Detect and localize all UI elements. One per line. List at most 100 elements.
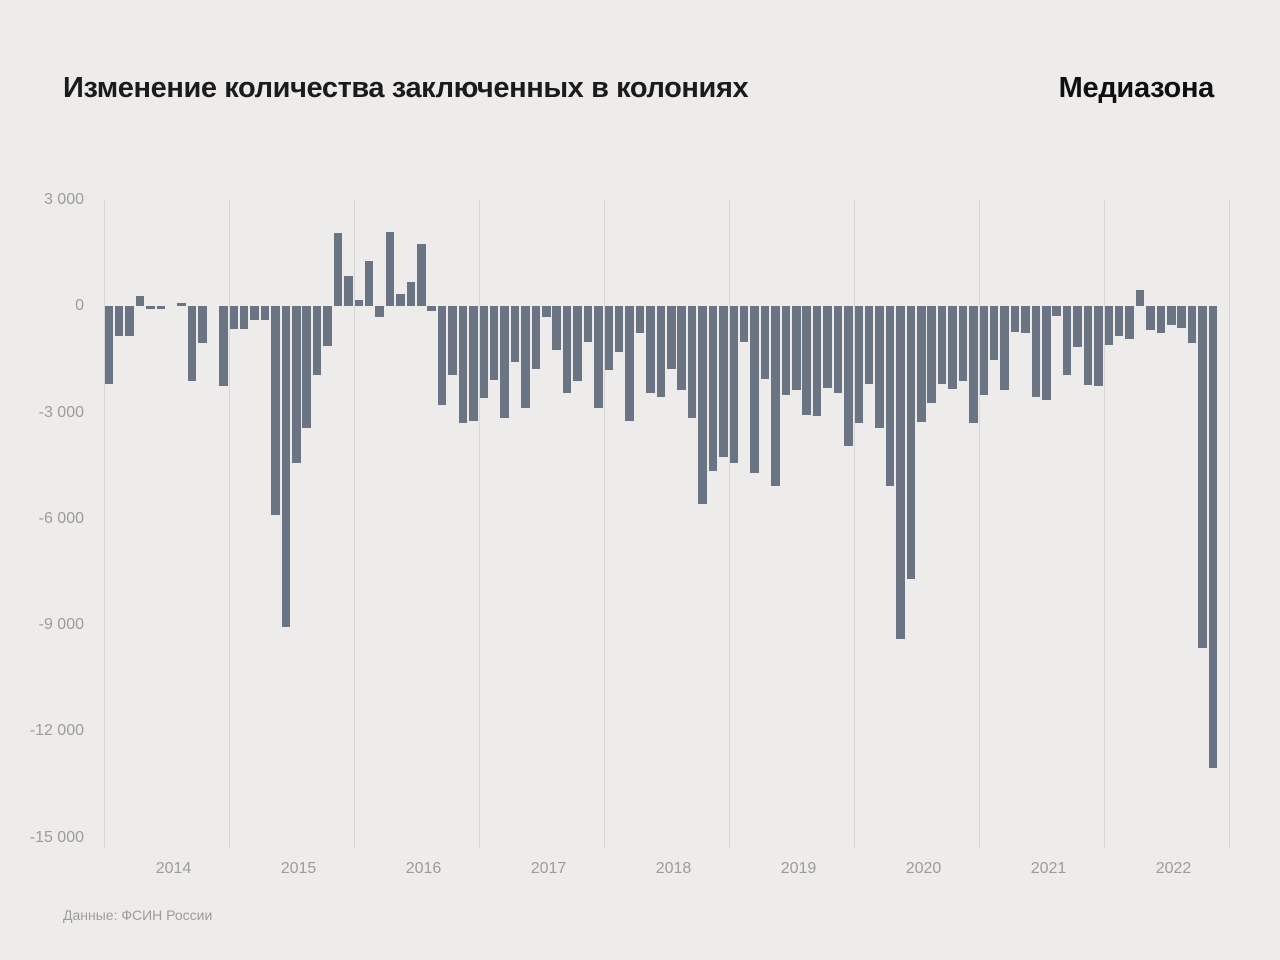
bar-2018-7: [667, 306, 676, 370]
bar-2016-5: [396, 293, 405, 307]
bar-2022-5: [1146, 306, 1155, 330]
bar-2016-8: [427, 306, 436, 311]
bar-2014-5: [156, 306, 166, 310]
bar-2022-4: [1135, 289, 1145, 307]
bar-2017-8: [552, 306, 561, 350]
bar-2019-11: [833, 306, 843, 394]
bar-2020-4: [885, 306, 895, 487]
bar-2018-5: [646, 306, 655, 394]
bar-2016-12: [469, 306, 478, 422]
year-gridline: [229, 200, 230, 848]
x-axis-year-label: 2019: [780, 860, 817, 877]
bar-2019-12: [844, 306, 853, 447]
bar-2015-11: [333, 232, 343, 307]
bar-2016-7: [417, 244, 426, 307]
bar-2020-10: [948, 306, 957, 390]
bar-2015-1: [229, 306, 238, 330]
bar-2018-2: [614, 306, 624, 352]
bar-2020-1: [854, 306, 863, 424]
bar-2020-11: [958, 306, 968, 382]
bar-2019-3: [750, 306, 759, 474]
bar-2022-8: [1177, 306, 1186, 328]
bar-2015-12: [344, 275, 353, 307]
bar-2018-8: [677, 306, 686, 390]
x-axis-year-label: 2017: [530, 860, 567, 877]
x-axis-year-label: 2018: [655, 860, 692, 877]
data-source-caption: Данные: ФСИН России: [63, 907, 213, 923]
bar-2018-10: [698, 306, 707, 504]
bar-2018-11: [708, 306, 718, 472]
bar-2017-6: [531, 306, 541, 370]
year-gridline: [479, 200, 480, 848]
bar-2014-9: [187, 306, 197, 381]
bar-2020-5: [896, 306, 905, 640]
bar-2015-7: [292, 306, 301, 463]
bar-2016-3: [375, 306, 384, 317]
x-axis-year-label: 2014: [155, 860, 192, 877]
year-gridline: [979, 200, 980, 848]
year-gridline: [729, 200, 730, 848]
bar-2021-6: [1031, 306, 1041, 397]
bar-2022-7: [1167, 306, 1176, 325]
y-axis-tick-label: -9 000: [38, 616, 84, 634]
chart-title: Изменение количества заключенных в колон…: [63, 72, 749, 104]
bar-2020-2: [864, 306, 874, 384]
bar-2016-11: [458, 306, 468, 424]
bar-2019-4: [760, 306, 770, 379]
bar-2019-10: [823, 306, 832, 389]
bar-2022-10: [1198, 306, 1207, 649]
bar-2016-1: [354, 299, 363, 307]
bar-2014-1: [104, 306, 113, 385]
bar-2020-2: [937, 306, 947, 384]
bar-2018-12: [719, 306, 728, 458]
bar-2021-3: [1000, 306, 1009, 390]
bar-2021-12: [1094, 306, 1103, 386]
bar-2018-1: [604, 306, 613, 370]
year-gridline: [604, 200, 605, 848]
x-axis-year-label: 2022: [1155, 860, 1192, 877]
bar-2022-3: [1125, 306, 1134, 339]
year-gridline: [1229, 200, 1230, 848]
bar-2021-10: [1073, 306, 1082, 348]
bar-2017-5: [594, 306, 603, 408]
bar-2020-8: [927, 306, 936, 403]
bar-2022-9: [1187, 306, 1197, 343]
bar-2017-5: [521, 306, 530, 408]
x-axis-year-label: 2016: [405, 860, 442, 877]
bar-2019-7: [792, 306, 801, 390]
bar-2016-2: [364, 260, 374, 307]
bar-2017-3: [500, 306, 509, 418]
bar-2021-9: [1062, 306, 1072, 376]
bar-2014-8: [177, 302, 186, 307]
x-axis-year-label: 2021: [1030, 860, 1067, 877]
x-axis-year-label: 2020: [905, 860, 942, 877]
bar-2015-8: [302, 306, 311, 428]
bar-2014-2: [114, 306, 124, 337]
bar-2021-2: [989, 306, 999, 360]
bar-2021-11: [1083, 306, 1093, 385]
bar-2018-4: [635, 306, 645, 334]
bar-2021-5: [1021, 306, 1030, 334]
year-gridline: [1104, 200, 1105, 848]
y-axis-tick-label: 3 000: [43, 191, 84, 209]
bar-2014-2: [125, 306, 134, 337]
bar-2020-3: [875, 306, 884, 428]
bar-2021-7: [1042, 306, 1051, 401]
bar-2017-9: [562, 306, 572, 394]
bar-2022-6: [1156, 306, 1166, 333]
bar-2015-9: [312, 306, 322, 375]
y-axis-tick-label: -6 000: [38, 509, 84, 527]
bar-2015-3: [260, 306, 270, 320]
mediazona-logo: Медиазона: [1058, 72, 1215, 104]
bar-2019-5: [771, 306, 780, 487]
bar-2015-10: [323, 306, 332, 347]
bar-2015-3: [250, 306, 259, 320]
bar-2019-1: [729, 306, 738, 464]
bar-2020-7: [917, 306, 926, 423]
y-axis-tick-label: -3 000: [38, 403, 84, 421]
bar-2017-10: [573, 306, 582, 382]
bar-2016-4: [385, 232, 395, 307]
bar-2015-1: [239, 306, 249, 330]
bar-2019-6: [781, 306, 791, 395]
bar-2014-10: [198, 306, 207, 344]
